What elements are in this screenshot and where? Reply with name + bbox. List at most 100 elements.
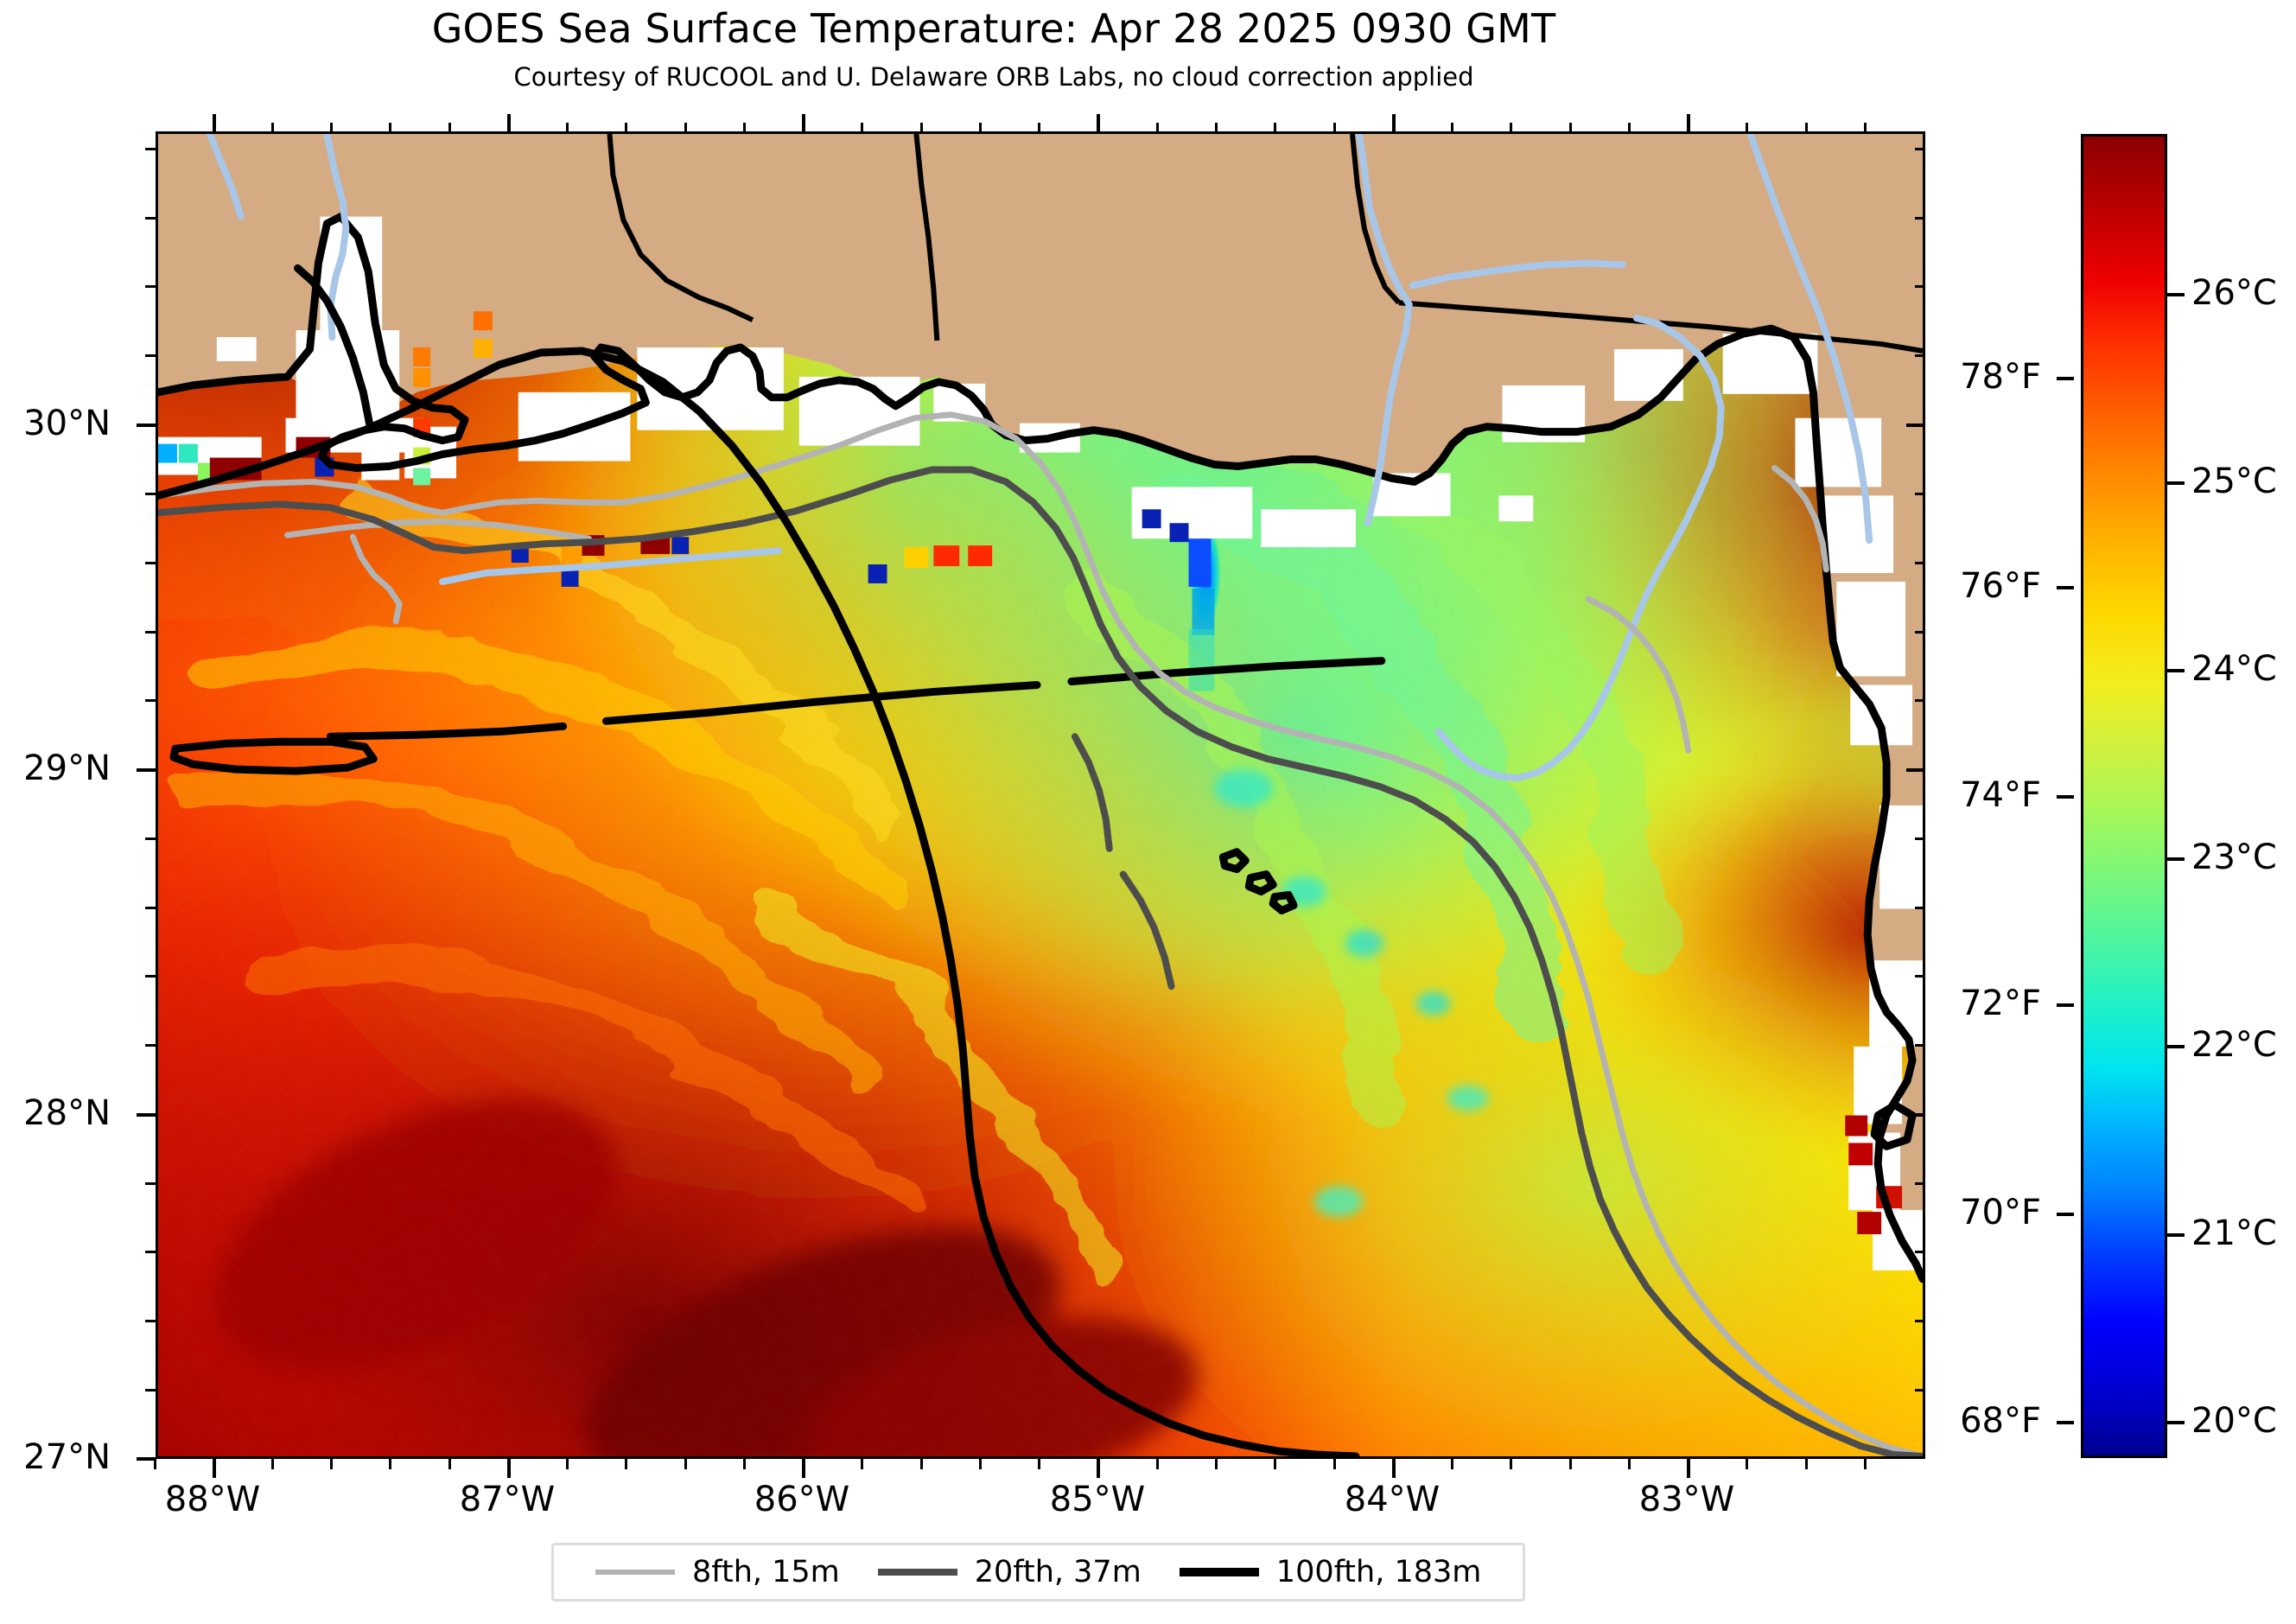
x-minor-tick — [1510, 1459, 1512, 1469]
sst-map-svg — [158, 134, 1923, 1456]
colorbar-tick-c-25 — [2167, 481, 2185, 485]
x-minor-tick — [1333, 1459, 1336, 1469]
x-minor-tick-top — [1274, 123, 1276, 133]
y-minor-tick-right — [1915, 907, 1925, 909]
x-major-tick — [213, 1459, 216, 1478]
y-minor-tick — [145, 148, 156, 150]
x-minor-tick-top — [1569, 123, 1572, 133]
y-major-tick-right — [1906, 1113, 1925, 1117]
x-major-tick-top — [1392, 114, 1396, 133]
x-minor-tick — [1451, 1459, 1453, 1469]
y-major-tick — [137, 424, 156, 427]
colorbar-tick-f-68 — [2057, 1421, 2074, 1424]
colorbar[interactable] — [2081, 134, 2167, 1458]
x-minor-tick — [566, 1459, 569, 1469]
legend-line-8fth — [595, 1570, 675, 1575]
y-minor-tick-right — [1915, 354, 1925, 357]
x-minor-tick-top — [330, 123, 333, 133]
x-minor-tick-top — [861, 123, 863, 133]
y-minor-tick — [145, 975, 156, 978]
y-major-tick — [137, 1113, 156, 1117]
y-minor-tick-right — [1915, 1182, 1925, 1185]
x-minor-tick-top — [1215, 123, 1218, 133]
y-minor-tick-right — [1915, 1251, 1925, 1253]
y-minor-tick-right — [1915, 1044, 1925, 1047]
y-minor-tick — [145, 493, 156, 495]
page-subtitle: Courtesy of RUCOOL and U. Delaware ORB L… — [513, 62, 1474, 92]
x-major-tick — [802, 1459, 805, 1478]
colorbar-tick-c-20 — [2167, 1421, 2185, 1424]
x-minor-tick — [920, 1459, 923, 1469]
x-minor-tick — [1156, 1459, 1159, 1469]
y-minor-tick-right — [1915, 285, 1925, 288]
colorbar-tick-f-72 — [2057, 1003, 2074, 1007]
legend-item-20fth[interactable]: 20fth, 37m — [877, 1555, 1142, 1589]
page-title: GOES Sea Surface Temperature: Apr 28 202… — [431, 5, 1556, 52]
x-minor-tick-top — [1510, 123, 1512, 133]
x-major-tick — [1392, 1459, 1396, 1478]
colorbar-tick-f-70 — [2057, 1213, 2074, 1216]
x-major-tick-top — [213, 114, 216, 133]
legend-item-8fth[interactable]: 8fth, 15m — [595, 1555, 840, 1589]
y-minor-tick — [145, 1320, 156, 1322]
colorbar-label-f-72: 72°F — [1960, 984, 2041, 1023]
x-major-tick — [1097, 1459, 1100, 1478]
x-minor-tick-top — [625, 123, 627, 133]
colorbar-label-c-20: 20°C — [2191, 1401, 2277, 1441]
x-major-tick — [507, 1459, 511, 1478]
x-minor-tick-top — [979, 123, 982, 133]
y-major-tick — [137, 768, 156, 772]
x-minor-tick-top — [271, 123, 274, 133]
x-minor-tick-top — [1451, 123, 1453, 133]
x-tick-label-83w: 83°W — [1638, 1480, 1735, 1519]
legend-item-100fth[interactable]: 100fth, 183m — [1179, 1555, 1481, 1589]
isobath-100fth — [158, 264, 1360, 1456]
x-minor-tick — [1864, 1459, 1867, 1469]
y-minor-tick-right — [1915, 1389, 1925, 1392]
legend-line-20fth — [877, 1569, 957, 1576]
y-minor-tick-right — [1915, 975, 1925, 978]
y-minor-tick — [145, 631, 156, 634]
y-major-tick-right — [1906, 768, 1925, 772]
y-minor-tick-right — [1915, 148, 1925, 150]
y-minor-tick — [145, 699, 156, 702]
y-minor-tick-right — [1915, 631, 1925, 634]
y-tick-label-29n: 29°N — [23, 748, 111, 788]
y-minor-tick — [145, 217, 156, 220]
x-tick-label-84w: 84°W — [1344, 1480, 1441, 1519]
colorbar-tick-c-24 — [2167, 669, 2185, 672]
colorbar-tick-f-76 — [2057, 586, 2074, 589]
y-minor-tick-right — [1915, 699, 1925, 702]
isobath-legend[interactable]: 8fth, 15m 20fth, 37m 100fth, 183m — [551, 1543, 1526, 1602]
x-tick-label-85w: 85°W — [1049, 1480, 1146, 1519]
y-tick-label-28n: 28°N — [23, 1093, 111, 1133]
x-major-tick-top — [507, 114, 511, 133]
x-minor-tick — [1805, 1459, 1808, 1469]
x-tick-label-87w: 87°W — [459, 1480, 556, 1519]
colorbar-tick-c-23 — [2167, 857, 2185, 861]
y-minor-tick — [145, 1251, 156, 1253]
state-borders — [607, 134, 1923, 353]
x-minor-tick-top — [743, 123, 746, 133]
x-major-tick-top — [1687, 114, 1690, 133]
y-minor-tick-right — [1915, 217, 1925, 220]
x-minor-tick-top — [1805, 123, 1808, 133]
y-major-tick-right — [1906, 424, 1925, 427]
x-minor-tick — [625, 1459, 627, 1469]
y-minor-tick — [145, 562, 156, 564]
y-minor-tick — [145, 354, 156, 357]
sst-map-plot[interactable] — [156, 131, 1925, 1459]
colorbar-label-c-23: 23°C — [2191, 837, 2277, 877]
x-minor-tick — [154, 1459, 156, 1469]
x-minor-tick — [1746, 1459, 1748, 1469]
x-minor-tick-top — [920, 123, 923, 133]
y-tick-label-30n: 30°N — [23, 404, 111, 443]
y-major-tick — [137, 1457, 156, 1461]
x-minor-tick-top — [684, 123, 687, 133]
colorbar-label-c-26: 26°C — [2191, 273, 2277, 313]
colorbar-tick-c-21 — [2167, 1233, 2185, 1237]
colorbar-label-c-24: 24°C — [2191, 649, 2277, 689]
x-minor-tick-top — [389, 123, 391, 133]
colorbar-tick-f-78 — [2057, 377, 2074, 380]
colorbar-label-f-78: 78°F — [1960, 357, 2041, 397]
